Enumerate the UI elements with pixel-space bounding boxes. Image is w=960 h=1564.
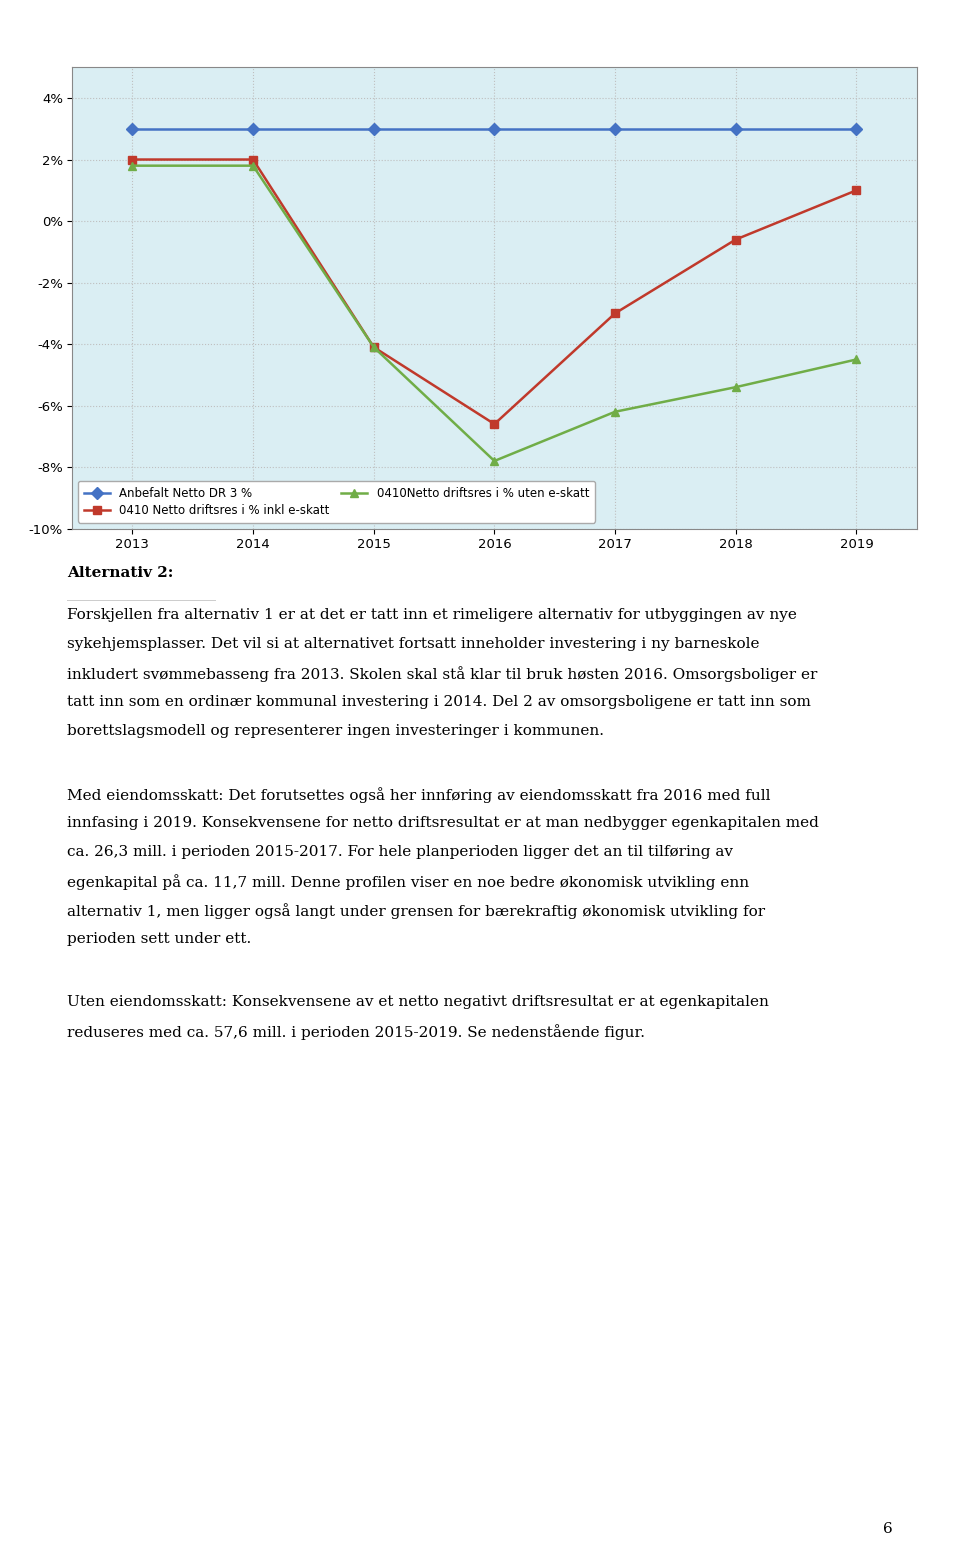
Text: Alternativ 2:: Alternativ 2: — [67, 566, 174, 580]
0410Netto driftsres i % uten e-skatt — [730, 378, 741, 397]
Anbefalt Netto DR 3 % — [610, 119, 621, 138]
Text: ca. 26,3 mill. i perioden 2015-2017. For hele planperioden ligger det an til til: ca. 26,3 mill. i perioden 2015-2017. For… — [67, 845, 733, 859]
Text: Forskjellen fra alternativ 1 er at det er tatt inn et rimeligere alternativ for : Forskjellen fra alternativ 1 er at det e… — [67, 608, 797, 622]
0410Netto driftsres i % uten e-skatt — [851, 350, 862, 369]
Text: 6: 6 — [883, 1522, 893, 1536]
0410 Netto driftsres i % inkl e-skatt — [489, 414, 500, 433]
0410Netto driftsres i % uten e-skatt — [489, 452, 500, 471]
Line: 0410 Netto driftsres i % inkl e-skatt: 0410 Netto driftsres i % inkl e-skatt — [129, 155, 860, 429]
Anbefalt Netto DR 3 % — [248, 119, 259, 138]
Text: Uten eiendomsskatt: Konsekvensene av et netto negativt driftsresultat er at egen: Uten eiendomsskatt: Konsekvensene av et … — [67, 996, 769, 1009]
0410Netto driftsres i % uten e-skatt — [248, 156, 259, 175]
0410 Netto driftsres i % inkl e-skatt — [851, 181, 862, 200]
Text: reduseres med ca. 57,6 mill. i perioden 2015-2019. Se nedenstående figur.: reduseres med ca. 57,6 mill. i perioden … — [67, 1024, 645, 1040]
0410 Netto driftsres i % inkl e-skatt — [610, 303, 621, 322]
Text: perioden sett under ett.: perioden sett under ett. — [67, 932, 252, 946]
Anbefalt Netto DR 3 % — [851, 119, 862, 138]
0410 Netto driftsres i % inkl e-skatt — [248, 150, 259, 169]
Text: Med eiendomsskatt: Det forutsettes også her innføring av eiendomsskatt fra 2016 : Med eiendomsskatt: Det forutsettes også … — [67, 788, 771, 804]
Anbefalt Netto DR 3 % — [368, 119, 379, 138]
0410 Netto driftsres i % inkl e-skatt — [127, 150, 138, 169]
Text: egenkapital på ca. 11,7 mill. Denne profilen viser en noe bedre økonomisk utvikl: egenkapital på ca. 11,7 mill. Denne prof… — [67, 874, 750, 890]
Text: innfasing i 2019. Konsekvensene for netto driftsresultat er at man nedbygger ege: innfasing i 2019. Konsekvensene for nett… — [67, 816, 819, 830]
0410 Netto driftsres i % inkl e-skatt — [730, 230, 741, 249]
Line: Anbefalt Netto DR 3 %: Anbefalt Netto DR 3 % — [129, 125, 860, 133]
0410Netto driftsres i % uten e-skatt — [127, 156, 138, 175]
Text: alternativ 1, men ligger også langt under grensen for bærekraftig økonomisk utvi: alternativ 1, men ligger også langt unde… — [67, 904, 765, 920]
0410Netto driftsres i % uten e-skatt — [368, 338, 379, 357]
0410Netto driftsres i % uten e-skatt — [610, 402, 621, 421]
0410 Netto driftsres i % inkl e-skatt — [368, 338, 379, 357]
Text: sykehjemsplasser. Det vil si at alternativet fortsatt inneholder investering i n: sykehjemsplasser. Det vil si at alternat… — [67, 637, 759, 651]
Line: 0410Netto driftsres i % uten e-skatt: 0410Netto driftsres i % uten e-skatt — [129, 161, 860, 465]
Text: tatt inn som en ordinær kommunal investering i 2014. Del 2 av omsorgsboligene er: tatt inn som en ordinær kommunal investe… — [67, 694, 811, 708]
Anbefalt Netto DR 3 % — [127, 119, 138, 138]
Anbefalt Netto DR 3 % — [489, 119, 500, 138]
Legend: Anbefalt Netto DR 3 %, 0410 Netto driftsres i % inkl e-skatt, 0410Netto driftsre: Anbefalt Netto DR 3 %, 0410 Netto drifts… — [78, 480, 595, 522]
Text: inkludert svømmebasseng fra 2013. Skolen skal stå klar til bruk høsten 2016. Oms: inkludert svømmebasseng fra 2013. Skolen… — [67, 666, 818, 682]
Anbefalt Netto DR 3 % — [730, 119, 741, 138]
Text: borettslagsmodell og representerer ingen investeringer i kommunen.: borettslagsmodell og representerer ingen… — [67, 724, 604, 738]
